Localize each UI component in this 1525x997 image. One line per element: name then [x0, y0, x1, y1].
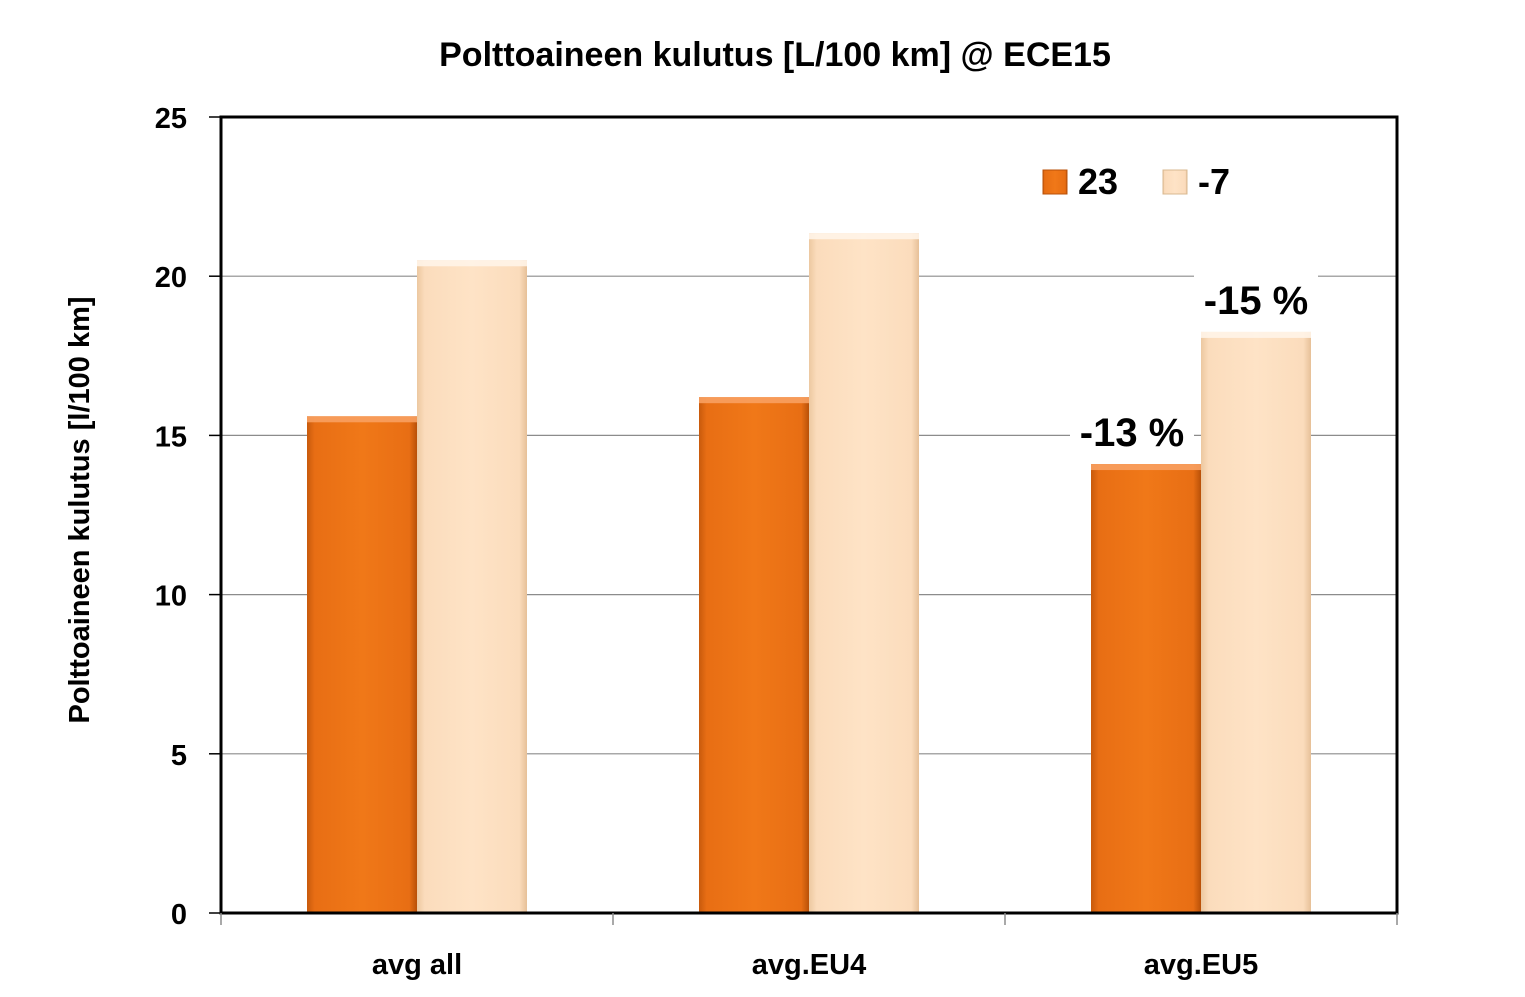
bar-body	[1091, 464, 1201, 913]
bar-top-bevel	[699, 397, 809, 404]
plot-frame	[219, 115, 1399, 915]
bars	[307, 233, 1311, 913]
bar-body	[1201, 331, 1311, 913]
annotation-bg	[1194, 273, 1318, 326]
axes	[209, 115, 1399, 925]
x-tick-label: avg.EU5	[1144, 949, 1258, 981]
legend-label: 23	[1078, 161, 1118, 202]
bar-body	[809, 233, 919, 913]
bar-top-bevel	[1201, 331, 1311, 338]
y-tick-label: 0	[171, 899, 187, 931]
y-tick-label: 25	[155, 103, 187, 135]
y-axis-label: Polttoaineen kulutus [l/100 km]	[64, 296, 96, 723]
legend-swatch	[1042, 169, 1068, 195]
y-tick-label: 5	[171, 740, 187, 772]
legend-swatch	[1162, 169, 1188, 195]
bar	[809, 233, 919, 913]
y-tick-label: 20	[155, 262, 187, 294]
bar	[1091, 464, 1201, 913]
legend: 23 -7	[1042, 161, 1230, 202]
bar-top-bevel	[417, 260, 527, 267]
chart-title: Polttoaineen kulutus [L/100 km] @ ECE15	[439, 36, 1111, 74]
bar-body	[307, 416, 417, 913]
annotation-label: -15 %	[1204, 279, 1309, 323]
bar	[1201, 331, 1311, 913]
y-tick-label: 15	[155, 421, 187, 453]
bar-top-bevel	[307, 416, 417, 423]
bar-top-bevel	[1091, 464, 1201, 471]
bar-top-bevel	[809, 233, 919, 240]
annotation: -13 %	[1070, 406, 1194, 459]
annotation-bg	[1070, 406, 1194, 459]
tick-labels: 0 5 10 15 20 25 avg all avg.EU4 avg.EU5	[155, 103, 1258, 981]
bar	[699, 397, 809, 913]
legend-label: -7	[1198, 161, 1230, 202]
y-tick-label: 10	[155, 581, 187, 613]
bar	[417, 260, 527, 913]
annotation-label: -13 %	[1080, 411, 1185, 455]
legend-item: 23	[1042, 161, 1118, 202]
annotations: -13 % -15 %	[1070, 273, 1318, 459]
x-tick-label: avg.EU4	[752, 949, 866, 981]
annotation: -15 %	[1194, 273, 1318, 326]
bar	[307, 416, 417, 913]
x-tick-label: avg all	[372, 949, 462, 981]
legend-item: -7	[1162, 161, 1230, 202]
bar-body	[417, 260, 527, 913]
bar-body	[699, 397, 809, 913]
